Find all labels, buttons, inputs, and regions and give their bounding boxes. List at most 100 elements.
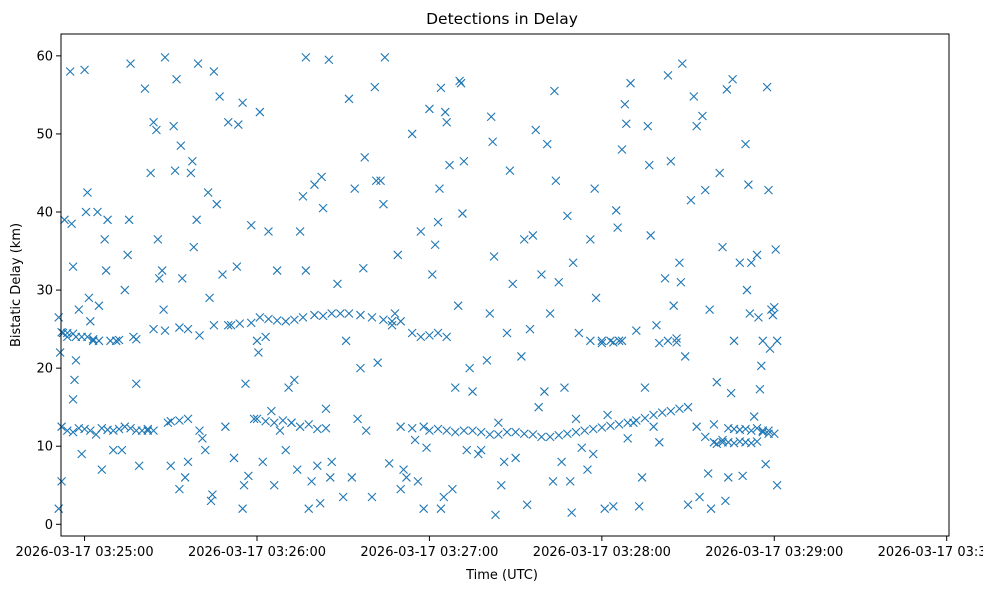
data-point-marker [123,250,133,260]
data-point-marker [640,383,650,393]
data-point-marker [189,242,199,252]
data-point-marker [312,461,322,471]
data-point-marker [531,125,541,135]
data-point-marker [568,258,578,268]
data-point-marker [683,500,693,510]
data-point-marker [550,86,559,96]
data-point-marker [258,457,268,467]
data-point-marker [384,459,394,468]
data-point-marker [758,427,768,437]
data-point-marker [289,315,299,325]
data-point-marker [387,316,397,326]
data-point-marker [433,328,443,338]
data-point-marker [131,379,141,389]
x-tick-label: 2026-03-17 03:25:00 [16,545,154,560]
data-points [54,53,782,520]
data-point-marker [205,293,214,303]
data-point-marker [657,408,667,418]
data-point-marker [689,92,699,101]
data-point-marker [114,424,124,434]
data-point-marker [195,426,204,435]
data-point-marker [654,437,664,447]
data-point-marker [494,418,503,428]
data-point-marker [65,67,75,76]
data-point-marker [672,334,681,343]
data-point-marker [577,443,587,453]
data-point-marker [692,422,702,432]
data-point-marker [749,412,759,421]
data-point-marker [435,184,444,193]
data-point-marker [462,445,472,455]
chart-title: Detections in Delay [426,10,578,28]
data-point-marker [163,418,173,428]
data-point-marker [264,314,273,324]
data-point-marker [149,426,158,435]
data-point-marker [419,504,429,514]
data-point-marker [413,476,423,486]
data-point-marker [676,277,686,287]
data-point-marker [252,336,262,346]
data-point-marker [652,320,661,330]
data-point-marker [74,305,84,314]
data-point-marker [758,336,768,346]
data-point-marker [764,185,773,195]
data-point-marker [623,434,633,443]
data-point-marker [261,416,271,426]
data-point-marker [68,262,78,272]
data-point-marker [565,476,575,486]
x-tick-label: 2026-03-17 03:28:00 [533,545,671,560]
data-point-marker [143,424,153,434]
data-point-marker [117,445,127,455]
data-point-marker [455,76,464,86]
data-point-marker [195,330,204,340]
data-point-marker [183,324,193,334]
data-point-marker [456,78,466,88]
data-point-marker [266,406,276,416]
data-point-marker [278,416,288,425]
data-point-marker [542,139,552,149]
data-point-marker [646,231,656,240]
data-point-marker [499,457,509,467]
data-point-marker [502,328,512,338]
data-point-marker [68,427,78,437]
data-point-marker [528,430,538,439]
data-point-marker [548,476,558,486]
data-point-marker [232,262,242,272]
data-point-marker [617,145,627,154]
data-point-marker [680,352,690,361]
data-point-marker [361,426,371,435]
data-point-marker [215,92,225,101]
data-point-marker [160,53,170,62]
x-axis-label: Time (UTC) [465,568,538,583]
data-point-marker [614,336,624,346]
data-point-marker [80,65,89,75]
data-point-marker [100,234,110,244]
data-point-marker [134,461,144,471]
data-point-marker [485,430,495,439]
data-point-marker [396,484,406,494]
data-point-marker [590,184,600,193]
data-point-marker [448,484,457,494]
data-point-marker [209,320,219,330]
data-point-marker [315,498,325,508]
y-tick-label: 30 [36,284,53,299]
data-point-marker [588,449,598,459]
data-point-marker [442,332,452,342]
data-point-marker [427,270,437,279]
data-point-marker [597,423,607,432]
data-point-marker [407,129,417,139]
data-point-marker [494,430,503,439]
data-point-marker [261,332,271,342]
data-point-marker [67,219,77,229]
data-point-marker [310,310,319,320]
data-point-marker [192,215,202,225]
data-point-marker [379,199,388,209]
data-point-marker [603,410,612,420]
data-point-marker [700,185,710,195]
data-point-marker [440,107,450,117]
data-point-marker [255,107,265,117]
data-point-marker [159,305,168,314]
data-point-marker [140,84,150,94]
data-point-marker [422,443,431,453]
